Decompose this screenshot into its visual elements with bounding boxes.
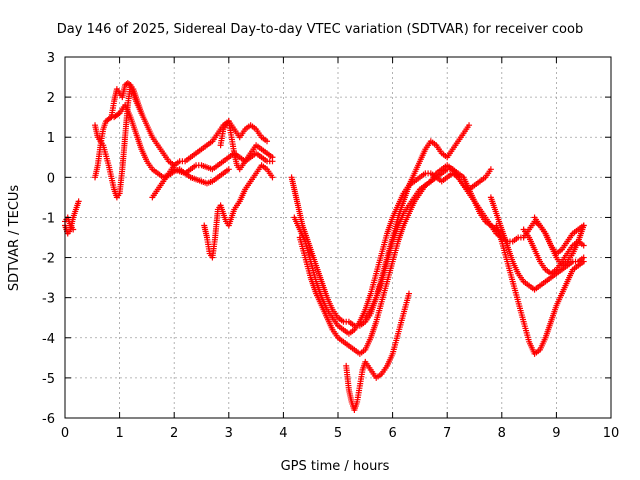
- x-axis-label: GPS time / hours: [281, 459, 390, 474]
- data-point: [138, 110, 145, 117]
- data-point: [70, 226, 77, 233]
- data-point: [269, 154, 276, 161]
- x-tick-label: 8: [498, 426, 506, 441]
- series-track-4: [92, 82, 178, 201]
- y-tick-label: 3: [47, 51, 55, 66]
- data-point: [487, 166, 494, 173]
- data-point: [580, 254, 587, 261]
- y-tick-label: -1: [42, 211, 55, 226]
- y-tick-label: -5: [42, 372, 55, 387]
- series-track-8: [201, 162, 276, 261]
- x-tick-label: 0: [61, 426, 69, 441]
- series-track-12: [296, 166, 505, 357]
- data-point: [264, 138, 271, 145]
- data-point: [580, 242, 587, 249]
- y-tick-label: 0: [47, 171, 55, 186]
- series-track-9: [217, 118, 276, 173]
- y-tick-label: -2: [42, 252, 55, 267]
- y-axis-label: SDTVAR / TECUs: [7, 185, 22, 292]
- y-tick-label: -4: [42, 332, 55, 347]
- data-point: [405, 290, 412, 297]
- data-point: [225, 166, 232, 173]
- y-tick-label: 1: [47, 131, 55, 146]
- data-point: [580, 222, 587, 229]
- x-tick-label: 2: [170, 426, 178, 441]
- data-point: [466, 122, 473, 129]
- data-point: [75, 198, 82, 205]
- data-point: [115, 111, 122, 118]
- data-point: [269, 174, 276, 181]
- series-track-16: [487, 194, 587, 293]
- data-points: [62, 80, 587, 413]
- x-tick-label: 9: [552, 426, 560, 441]
- x-tick-label: 7: [443, 426, 451, 441]
- data-point: [126, 81, 133, 88]
- x-tick-label: 1: [115, 426, 123, 441]
- series-track-5: [108, 80, 145, 121]
- x-tick-label: 5: [334, 426, 342, 441]
- series-track-18: [531, 214, 587, 269]
- x-tick-label: 3: [225, 426, 233, 441]
- series-track-13: [343, 290, 412, 413]
- y-tick-label: -6: [42, 412, 55, 427]
- chart-title: Day 146 of 2025, Sidereal Day-to-day VTE…: [57, 22, 583, 37]
- y-tick-label: 2: [47, 91, 55, 106]
- x-tick-label: 10: [603, 426, 620, 441]
- x-tick-label: 6: [388, 426, 396, 441]
- series-track-11: [291, 166, 494, 337]
- x-tick-label: 4: [279, 426, 287, 441]
- y-tick-label: -3: [42, 292, 55, 307]
- data-point: [107, 115, 114, 122]
